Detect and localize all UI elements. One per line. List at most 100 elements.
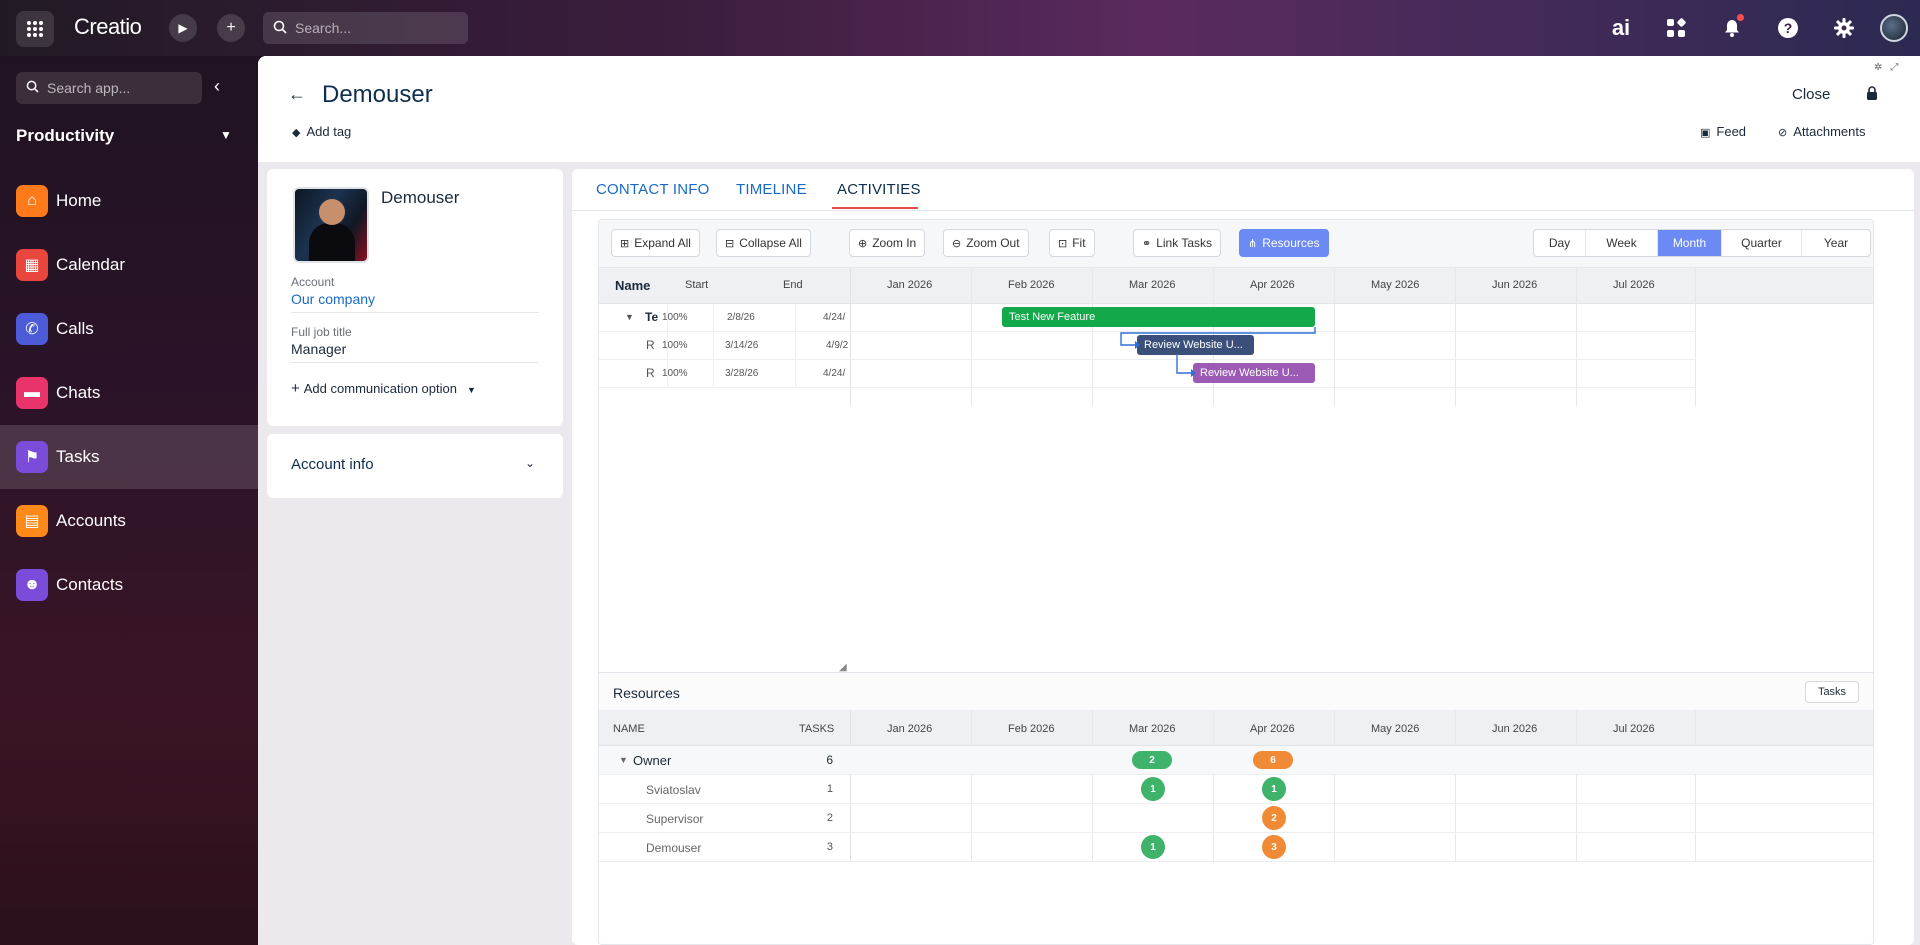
sidebar-item-calls[interactable]: ✆ Calls — [0, 297, 258, 361]
task-bar[interactable]: Test New Feature — [1002, 307, 1315, 327]
tab-activities[interactable]: ACTIVITIES — [837, 181, 921, 198]
workload-pill[interactable]: 2 — [1262, 806, 1286, 830]
sidebar-item-tasks[interactable]: ⚑ Tasks — [0, 425, 258, 489]
logo[interactable]: Creatio — [74, 14, 142, 39]
add-tag-button[interactable]: ◆ Add tag — [292, 124, 351, 139]
top-bar: Creatio ▶ + Search... ai ? — [0, 0, 1920, 56]
collapse-all-button[interactable]: ⊟ Collapse All — [716, 229, 811, 257]
expand-icon[interactable]: ⤢ — [1890, 62, 1907, 73]
scale-quarter-button[interactable]: Quarter — [1722, 230, 1802, 256]
sidebar-item-calendar[interactable]: ▦ Calendar — [0, 233, 258, 297]
task-bar[interactable]: Review Website U... — [1193, 363, 1315, 383]
grid-line — [1455, 268, 1456, 406]
app-search-input[interactable]: Search app... — [16, 72, 202, 104]
workload-pill[interactable]: 1 — [1141, 777, 1165, 801]
settings-button[interactable] — [1830, 14, 1858, 42]
expand-caret-icon[interactable]: ▼ — [619, 755, 628, 765]
person-icon: ☻ — [16, 569, 48, 601]
caret-down-icon[interactable]: ▼ — [220, 128, 232, 142]
sidebar-item-accounts[interactable]: ▤ Accounts — [0, 489, 258, 553]
grid-line — [1092, 268, 1093, 406]
help-button[interactable]: ? — [1774, 14, 1802, 42]
gantt-row[interactable]: ▼ Te 100% 2/8/26 4/24/ — [599, 304, 1695, 332]
notification-dot — [1737, 14, 1744, 21]
close-button[interactable]: Close — [1792, 86, 1831, 103]
workspace-selector[interactable]: Productivity — [16, 126, 115, 145]
attachments-button[interactable]: ⊘ Attachments — [1778, 124, 1865, 139]
lock-icon[interactable] — [1866, 86, 1878, 103]
tab-contact-info[interactable]: CONTACT INFO — [596, 181, 710, 198]
minus-square-icon: ⊟ — [725, 237, 735, 250]
resources-tasks-button[interactable]: Tasks — [1805, 681, 1859, 703]
resource-row[interactable]: Supervisor 2 2 — [599, 804, 1873, 833]
resource-row[interactable]: Sviatoslav 1 1 1 — [599, 775, 1873, 804]
collapse-sidebar-button[interactable]: ‹ — [214, 76, 220, 97]
zoom-in-button[interactable]: ⊕ Zoom In — [849, 229, 926, 257]
scale-year-button[interactable]: Year — [1823, 236, 1849, 250]
sidebar-item-contacts[interactable]: ☻ Contacts — [0, 553, 258, 617]
chevron-down-icon[interactable]: ⌄ — [525, 456, 536, 470]
job-title-value[interactable]: Manager — [291, 341, 347, 357]
scale-week-button[interactable]: Week — [1586, 230, 1658, 256]
main-area: ✲⤢ ← Demouser ◆ Add tag Close ▣ Feed ⊘ Atta… — [258, 56, 1920, 945]
run-process-button[interactable]: ▶ — [169, 14, 197, 42]
contact-photo[interactable] — [293, 187, 369, 263]
notifications-button[interactable] — [1718, 14, 1746, 42]
gear-icon[interactable]: ✲ — [1874, 62, 1891, 73]
workload-pill[interactable]: 2 — [1132, 751, 1172, 769]
expand-all-button[interactable]: ⊞ Expand All — [611, 229, 700, 257]
back-arrow-icon[interactable]: ← — [288, 84, 306, 104]
global-search-input[interactable]: Search... — [263, 12, 468, 44]
workload-pill[interactable]: 1 — [1262, 777, 1286, 801]
month-header: Feb 2026 — [1008, 279, 1055, 291]
link-tasks-button[interactable]: ⚭ Link Tasks — [1133, 229, 1222, 257]
app-launcher-button[interactable] — [16, 11, 54, 47]
account-link[interactable]: Our company — [291, 291, 376, 307]
scale-month-button[interactable]: Month — [1658, 230, 1722, 256]
feed-icon: ▣ — [1700, 127, 1711, 139]
quick-add-button[interactable]: + — [217, 14, 245, 42]
fit-label: Fit — [1072, 236, 1086, 250]
workload-pill[interactable]: 1 — [1141, 835, 1165, 859]
tabs-panel: CONTACT INFO TIMELINE ACTIVITIES ⊞ Expand… — [572, 169, 1914, 945]
column-end-header[interactable]: End — [783, 279, 803, 291]
resource-group-row[interactable]: ▼ Owner 6 2 6 — [599, 746, 1873, 775]
workload-pill[interactable]: 6 — [1253, 751, 1293, 769]
month-header: Apr 2026 — [1250, 279, 1295, 291]
resource-row[interactable]: Demouser 3 1 3 — [599, 833, 1873, 862]
task-name: R — [646, 338, 655, 352]
scale-selector: Day Week Month Quarter Year — [1533, 229, 1871, 257]
grid-line — [713, 304, 714, 388]
sidebar-item-label: Accounts — [56, 511, 126, 530]
resource-name: Supervisor — [646, 812, 704, 826]
fit-button[interactable]: ⊡ Fit — [1049, 229, 1095, 257]
grid-line — [1213, 710, 1214, 862]
account-info-card[interactable]: Account info ⌄ — [267, 434, 563, 498]
building-icon: ▤ — [16, 505, 48, 537]
resize-handle[interactable]: ◢ — [839, 662, 847, 673]
scale-day-button[interactable]: Day — [1534, 230, 1586, 256]
sidebar-item-home[interactable]: ⌂ Home — [0, 169, 258, 233]
resources-button[interactable]: ⋔ Resources — [1239, 229, 1329, 257]
ai-button[interactable]: ai — [1607, 14, 1635, 42]
add-communication-button[interactable]: + Add communication option ▼ — [291, 380, 476, 397]
apps-button[interactable] — [1662, 14, 1690, 42]
panel-controls[interactable]: ✲⤢ — [1874, 62, 1906, 73]
gantt-row[interactable]: R 100% 3/14/26 4/9/2 — [599, 332, 1695, 360]
user-avatar[interactable] — [1880, 14, 1908, 42]
expand-caret-icon[interactable]: ▼ — [625, 312, 634, 322]
column-start-header[interactable]: Start — [685, 279, 709, 291]
task-bar[interactable]: Review Website U... — [1137, 335, 1254, 355]
zoom-out-button[interactable]: ⊖ Zoom Out — [943, 229, 1029, 257]
divider — [572, 210, 1914, 211]
workload-pill[interactable]: 3 — [1262, 835, 1286, 859]
feed-button[interactable]: ▣ Feed — [1700, 124, 1746, 139]
column-name-header[interactable]: Name — [615, 278, 651, 293]
sidebar-item-chats[interactable]: ▬ Chats — [0, 361, 258, 425]
tab-timeline[interactable]: TIMELINE — [736, 181, 807, 198]
month-header: Jul 2026 — [1613, 723, 1655, 735]
gantt-row[interactable]: R 100% 3/28/26 4/24/ — [599, 360, 1695, 388]
gantt-chart: ⊞ Expand All ⊟ Collapse All ⊕ Zoom In ⊖ Zoom… — [598, 219, 1874, 945]
month-header: Jun 2026 — [1492, 279, 1538, 291]
resources-grid-header: NAME TASKS Jan 2026 Feb 2026 Mar 2026 Ap… — [599, 710, 1873, 746]
